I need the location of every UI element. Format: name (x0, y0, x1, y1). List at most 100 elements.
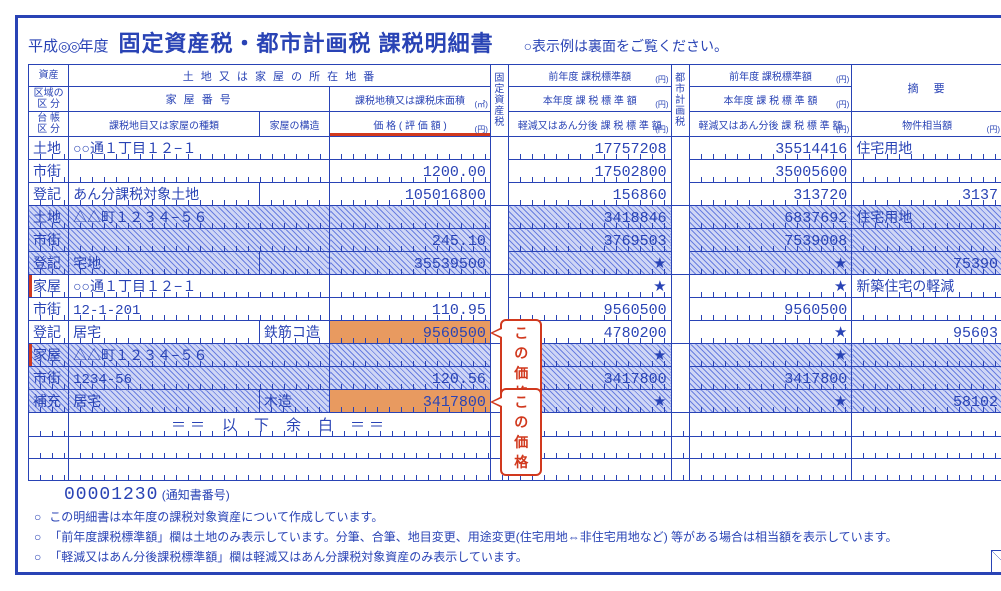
year-suffix: 年度 (78, 38, 108, 55)
table-row: 登記居宅鉄筋コ造9560500この価格4780200★95603 (29, 321, 1001, 344)
row-category: 登記 (29, 321, 69, 344)
row-value-e: 3769503 (508, 229, 671, 252)
row-value-d: 35539500 (330, 252, 491, 275)
document-number-label: (通知書番号) (162, 488, 230, 502)
row-structure: 木造 (259, 390, 329, 413)
row-remarks: 75390 (852, 252, 1001, 275)
document-number: 00001230 (28, 485, 158, 505)
row-text-b: △△町１２３４−５６ (69, 206, 330, 229)
row-value-d: 120.56 (330, 367, 491, 390)
row-category: 家屋 (29, 275, 69, 298)
row-remarks: 95603 (852, 321, 1001, 344)
row-category: 補充 (29, 390, 69, 413)
hdr-valuation: 価 格 ( 評 価 額 ) (330, 112, 491, 137)
row-category: 市街 (29, 160, 69, 183)
era: 平成 (28, 38, 58, 55)
row-remarks: 3137 (852, 183, 1001, 206)
row-category: 登記 (29, 183, 69, 206)
title-row: 平成◎◎年度 固定資産税・都市計画税 課税明細書 ○表示例は裏面をご覧ください。 (28, 26, 1001, 58)
row-value-d (330, 275, 491, 298)
table-row: 土地△△町１２３４−５６34188466837692住宅用地 (29, 206, 1001, 229)
hdr-location: 土 地 又 は 家 屋 の 所 在 地 番 (69, 65, 491, 87)
row-structure: 鉄筋コ造 (259, 321, 329, 344)
table-row: 市街 1200.00 17502800 35005600 (29, 160, 1001, 183)
row-category: 市街 (29, 298, 69, 321)
document-number-row: 00001230 (通知書番号) (28, 485, 1001, 505)
page-corner: 2 (991, 550, 1001, 572)
row-text-b: あん分課税対象土地 (69, 183, 260, 206)
row-value-f: ★ (689, 390, 852, 413)
row-value-f: 7539008 (689, 229, 852, 252)
row-value-d: 245.10 (330, 229, 491, 252)
table-row: 補充居宅木造3417800この価格★★58102 (29, 390, 1001, 413)
hdr-structure: 家屋の構造 (259, 112, 329, 137)
row-value-e: 17502800 (508, 160, 671, 183)
row-value-f: ★ (689, 321, 852, 344)
mid-spacer-2 (671, 275, 689, 344)
row-text-b: 宅地 (69, 252, 260, 275)
row-remarks (852, 344, 1001, 367)
row-value-d: 3417800この価格 (330, 390, 491, 413)
row-text-b: 12-1-201 (69, 298, 330, 321)
row-category: 市街 (29, 229, 69, 252)
row-text-b: 居宅 (69, 321, 260, 344)
row-value-f: 35514416 (689, 137, 852, 160)
document-title: 固定資産税・都市計画税 課税明細書 (118, 26, 493, 58)
row-value-f: 6837692 (689, 206, 852, 229)
footnote: ○この明細書は本年度の課税対象資産について作成しています。 (34, 508, 1001, 525)
header-note: ○表示例は裏面をご覧ください。 (524, 36, 728, 56)
row-value-f: ★ (689, 344, 852, 367)
row-value-d: 110.95 (330, 298, 491, 321)
row-remarks (852, 367, 1001, 390)
hdr-reduced-1: 軽減又はあん分後 課 税 標 準 額 (508, 112, 671, 137)
hdr-remarks: 摘 要 (852, 65, 1001, 112)
table-row: 市街 245.10 3769503 7539008 (29, 229, 1001, 252)
row-structure (259, 252, 329, 275)
hdr-prev-std-2: 前年度 課税標準額 (689, 65, 852, 87)
row-value-f: 313720 (689, 183, 852, 206)
row-structure (259, 183, 329, 206)
row-text-b (69, 229, 330, 252)
hdr-this-std-1: 本年度 課 税 標 準 額 (508, 87, 671, 112)
blank-remainder: ＝＝ 以 下 余 白 ＝＝ (69, 413, 491, 437)
hdr-register: 台 帳区 分 (29, 112, 69, 137)
tax-detail-document: 平成◎◎年度 固定資産税・都市計画税 課税明細書 ○表示例は裏面をご覧ください。… (15, 15, 1001, 575)
row-value-d: 1200.00 (330, 160, 491, 183)
row-text-b: △△町１２３４−５６ (69, 344, 330, 367)
hdr-fixed-tax: 固定資産税 (490, 65, 508, 137)
row-remarks: 住宅用地 (852, 206, 1001, 229)
footnote: ○「前年度課税標準額」欄は土地のみ表示しています。分筆、合筆、地目変更、用途変更… (34, 528, 1001, 545)
hdr-landuse: 課税地目又は家屋の種類 (69, 112, 260, 137)
tax-table: 資産 土 地 又 は 家 屋 の 所 在 地 番 固定資産税 前年度 課税標準額… (28, 64, 1001, 481)
row-value-d (330, 206, 491, 229)
row-text-b (69, 160, 330, 183)
hdr-this-std-2: 本年度 課 税 標 準 額 (689, 87, 852, 112)
hdr-equiv: 物件相当額 (852, 112, 1001, 137)
hdr-zone: 区域の区 分 (29, 87, 69, 112)
row-value-d: 9560500この価格 (330, 321, 491, 344)
row-value-f: 3417800 (689, 367, 852, 390)
hdr-city-tax: 都市計画税 (671, 65, 689, 137)
mid-spacer-2 (671, 206, 689, 275)
row-value-f: 9560500 (689, 298, 852, 321)
row-category: 登記 (29, 252, 69, 275)
table-row: 登記あん分課税対象土地1050168001568603137203137 (29, 183, 1001, 206)
era-year: 平成◎◎年度 (28, 35, 108, 56)
row-remarks (852, 160, 1001, 183)
row-remarks: 住宅用地 (852, 137, 1001, 160)
row-value-f: ★ (689, 252, 852, 275)
row-value-e: ★ (508, 275, 671, 298)
row-value-e: 9560500 (508, 298, 671, 321)
row-remarks: 58102 (852, 390, 1001, 413)
mid-spacer-1 (490, 137, 508, 206)
row-value-f: 35005600 (689, 160, 852, 183)
row-value-e: 17757208 (508, 137, 671, 160)
row-text-b: 居宅 (69, 390, 260, 413)
hdr-reduced-2: 軽減又はあん分後 課 税 標 準 額 (689, 112, 852, 137)
footnote: ○「軽減又はあん分後課税標準額」欄は軽減又はあん分課税対象資産のみ表示しています… (34, 548, 1001, 565)
row-remarks (852, 298, 1001, 321)
row-value-e: ★ (508, 252, 671, 275)
table-row: 市街12-1-201110.95 9560500 9560500 (29, 298, 1001, 321)
row-value-d (330, 137, 491, 160)
row-value-e: 3418846 (508, 206, 671, 229)
